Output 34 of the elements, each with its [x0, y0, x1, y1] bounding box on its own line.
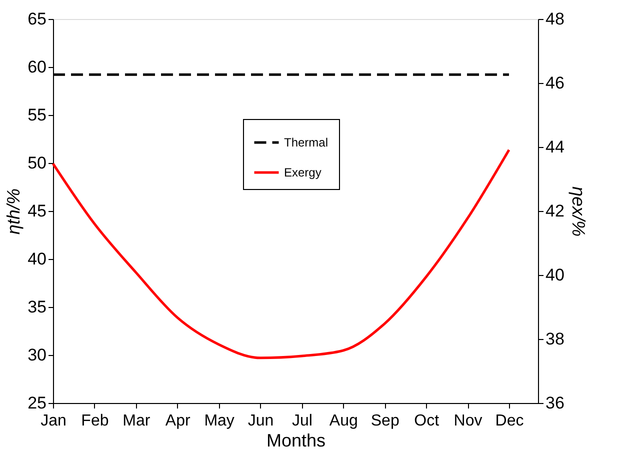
x-tick-label: Apr [165, 412, 191, 430]
y-tick-label: 35 [28, 298, 46, 316]
x-tick-label: Jun [248, 412, 274, 430]
y-tick-label: 65 [28, 10, 46, 28]
y-tick-label: 45 [28, 202, 46, 220]
y-tick-label: 40 [28, 250, 46, 268]
y2-tick-label: 36 [546, 394, 564, 412]
y2-tick-label: 46 [546, 74, 564, 92]
y2-tick-label: 40 [546, 266, 564, 284]
x-tick-label: Oct [414, 412, 440, 430]
x-tick-label: Jul [292, 412, 312, 430]
legend-label: Thermal [284, 136, 328, 150]
x-tick-label: Mar [122, 412, 151, 430]
y2-tick-label: 38 [546, 330, 564, 348]
y-tick-label: 30 [28, 346, 46, 364]
x-tick-label: Jan [40, 412, 66, 430]
y-tick-label: 50 [28, 154, 46, 172]
x-tick-label: Aug [329, 412, 358, 430]
y2-tick-label: 42 [546, 202, 564, 220]
y2-tick-label: 44 [546, 138, 564, 156]
legend-label: Exergy [284, 166, 322, 180]
x-tick-label: Nov [454, 412, 482, 430]
y2-tick-label: 48 [546, 10, 564, 28]
x-tick-label: Sep [370, 412, 400, 430]
x-axis-title: Months [266, 430, 326, 450]
y-axis-title: ηth/% [4, 188, 24, 235]
y-tick-label: 55 [28, 106, 46, 124]
y2-axis-title: ηex/% [568, 186, 588, 237]
x-tick-label: May [204, 412, 234, 430]
y-tick-label: 25 [28, 394, 46, 412]
x-tick-label: Feb [81, 412, 109, 430]
line-series [52, 148, 510, 360]
y-tick-label: 60 [28, 58, 46, 76]
x-tick-label: Dec [495, 412, 524, 430]
